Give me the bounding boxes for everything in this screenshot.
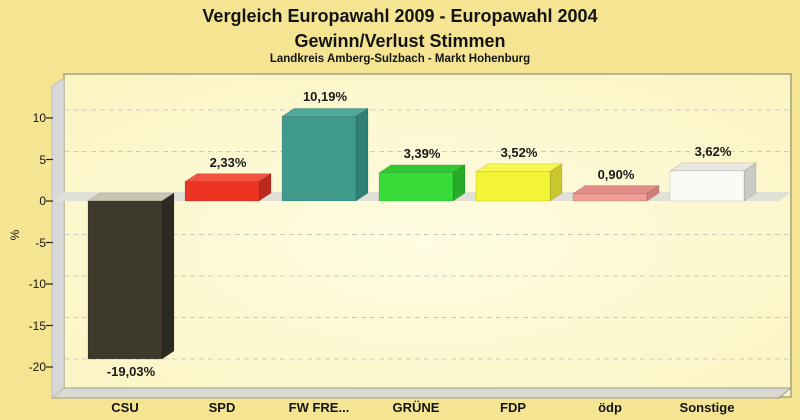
bar-CSU — [87, 200, 163, 360]
value-label: -19,03% — [106, 363, 156, 379]
category-label: SPD — [208, 400, 236, 415]
bar-CSU — [87, 192, 175, 202]
value-label: 10,19% — [302, 89, 348, 105]
y-tick-label: 0 — [39, 194, 46, 208]
bar-SPD — [184, 181, 260, 202]
chart-title-line2: Gewinn/Verlust Stimmen — [294, 31, 506, 51]
category-label: FDP — [500, 400, 526, 415]
value-label: 3,62% — [694, 143, 732, 159]
bar-FDP — [475, 163, 563, 173]
plot-background — [63, 73, 792, 398]
chart-subtitle: Landkreis Amberg-Sulzbach - Markt Hohenb… — [269, 53, 531, 65]
bar-Sonstige — [669, 162, 757, 172]
chart-title: Vergleich Europawahl 2009 - Europawahl 2… — [0, 4, 800, 54]
category-label: FW FRE... — [288, 400, 350, 415]
bar-SPD — [184, 173, 272, 182]
bar-FW FRE... — [281, 116, 357, 202]
bar-FW FRE... — [281, 108, 369, 117]
chart-floor — [50, 387, 793, 399]
y-tick-label: 5 — [39, 152, 46, 167]
bar-GRÜNE — [378, 164, 466, 174]
chart-wall — [51, 77, 65, 399]
category-label: GRÜNE — [392, 400, 440, 415]
y-tick-label: -10 — [28, 277, 46, 291]
value-label: 3,52% — [500, 144, 538, 160]
bar-ödp — [572, 193, 648, 202]
value-label: 2,33% — [209, 154, 247, 170]
category-label: ödp — [598, 400, 622, 415]
bar-CSU — [161, 192, 175, 360]
y-tick-label: 10 — [32, 111, 46, 125]
bar-ödp — [572, 185, 660, 194]
bar-Sonstige — [669, 170, 745, 202]
y-tick-label: -5 — [35, 235, 46, 250]
category-label: Sonstige — [679, 400, 735, 415]
chart-title-line1: Vergleich Europawahl 2009 - Europawahl 2… — [202, 6, 598, 26]
value-label: 0,90% — [597, 166, 635, 182]
y-tick-label: -20 — [28, 360, 46, 374]
value-label: 3,39% — [403, 145, 441, 161]
y-tick-label: -15 — [28, 318, 46, 333]
category-label: CSU — [111, 400, 139, 415]
bar-FDP — [475, 171, 551, 202]
bar-GRÜNE — [378, 172, 454, 202]
